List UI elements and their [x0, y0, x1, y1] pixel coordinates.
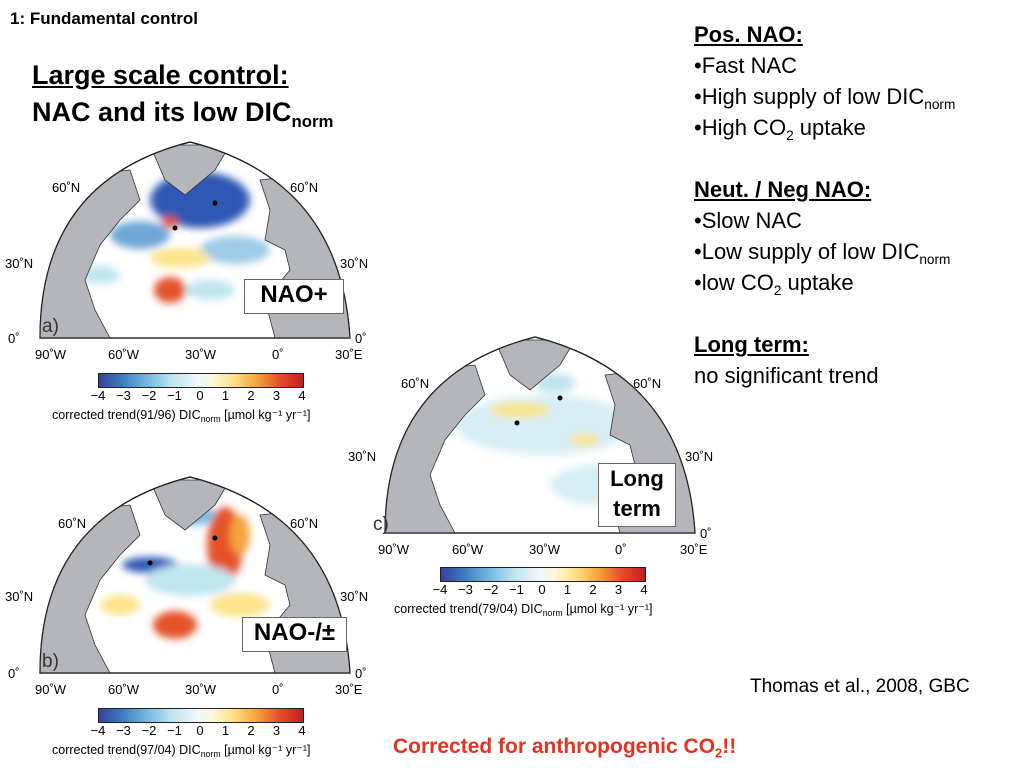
lat-label-60n-right: 60˚N	[633, 376, 661, 391]
colorbar-tick: −2	[141, 388, 157, 403]
lat-label-60n-right: 60˚N	[290, 180, 318, 195]
lon-label-30e: 30˚E	[680, 542, 708, 557]
colorbar-tick: −2	[483, 582, 499, 597]
colorbar-tick: 3	[614, 582, 623, 597]
lon-label-0: 0˚	[615, 542, 627, 557]
lon-label-60w: 60˚W	[108, 347, 140, 362]
slide-title: Large scale control: NAC and its low DIC…	[32, 57, 333, 131]
colorbar-tick: 1	[221, 723, 230, 738]
colorbar-tick: 3	[272, 723, 281, 738]
lon-label-90w: 90˚W	[35, 347, 67, 362]
map-panel-b: 60˚N 30˚N 0˚ 60˚N 30˚N 0˚ 90˚W 60˚W 30˚W…	[5, 476, 368, 697]
lon-label-90w: 90˚W	[378, 542, 410, 557]
tag-nao-minus: NAO-/±	[242, 617, 347, 652]
notes-item: no significant trend	[694, 363, 879, 388]
notes-item: •Slow NAC	[694, 208, 802, 233]
colorbar-gradient	[98, 708, 304, 723]
lat-label-0-right: 0˚	[355, 331, 367, 346]
lat-label-60n-left: 60˚N	[52, 180, 80, 195]
lon-label-0: 0˚	[272, 682, 284, 697]
colorbar-tick: 1	[221, 388, 230, 403]
colorbar-tick: 2	[247, 388, 255, 403]
colorbar-tick: −3	[116, 723, 131, 738]
lat-label-30n-left: 30˚N	[5, 256, 33, 271]
panel-letter-c: c)	[373, 514, 389, 535]
colorbar-tick: −4	[90, 388, 106, 403]
lat-label-30n-right: 30˚N	[685, 449, 713, 464]
notes-item: •High CO2 uptake	[694, 115, 866, 143]
colorbar-tick: 2	[589, 582, 597, 597]
notes-panel: Pos. NAO: •Fast NAC •High supply of low …	[694, 19, 955, 391]
map-panel-a: 60˚N 30˚N 0˚ 60˚N 30˚N 0˚ 90˚W 60˚W 30˚W…	[5, 141, 368, 362]
colorbar-gradient	[98, 373, 304, 388]
colorbar-tick: −3	[458, 582, 473, 597]
colorbar-tick: 2	[247, 723, 255, 738]
lat-label-30n-left: 30˚N	[348, 449, 376, 464]
colorbar-tick: 4	[640, 582, 648, 597]
lon-label-30w: 30˚W	[529, 542, 561, 557]
colorbar-tick: 0	[538, 582, 546, 597]
colorbar-tick: −3	[116, 388, 131, 403]
lon-label-90w: 90˚W	[35, 682, 67, 697]
colorbar-tick: 4	[298, 388, 306, 403]
notes-heading-neg-nao: Neut. / Neg NAO:	[694, 177, 872, 202]
lat-label-0-left: 0˚	[8, 331, 20, 346]
notes-item: •High supply of low DICnorm	[694, 84, 956, 112]
colorbar-tick: 3	[272, 388, 281, 403]
tag-long-term-line-2: term	[613, 496, 661, 521]
colorbar-caption-c: corrected trend(79/04) DICnorm [µmol kg⁻…	[394, 602, 653, 619]
colorbar-tick: 0	[196, 388, 204, 403]
lat-label-60n-left: 60˚N	[58, 516, 86, 531]
tag-long-term-line-1: Long	[610, 466, 664, 491]
lat-label-30n-right: 30˚N	[340, 256, 368, 271]
lat-label-60n-right: 60˚N	[290, 516, 318, 531]
colorbar-tick: −2	[141, 723, 157, 738]
lon-label-30e: 30˚E	[335, 682, 363, 697]
notes-item: •Low supply of low DICnorm	[694, 239, 951, 267]
colorbar-tick: −4	[90, 723, 106, 738]
colorbar-caption-b: corrected trend(97/04) DICnorm [µmol kg⁻…	[52, 743, 311, 760]
title-line-1: Large scale control:	[32, 60, 289, 90]
panel-letter-a: a)	[42, 316, 59, 337]
notes-heading-long-term: Long term:	[694, 332, 809, 357]
lat-label-0-left: 0˚	[8, 666, 20, 681]
colorbar-tick: −1	[509, 582, 524, 597]
colorbar-tick: 4	[298, 723, 306, 738]
lat-label-30n-right: 30˚N	[340, 589, 368, 604]
lat-label-0-right: 0˚	[700, 526, 712, 541]
lon-label-60w: 60˚W	[452, 542, 484, 557]
lon-label-60w: 60˚W	[108, 682, 140, 697]
colorbar-tick: 1	[563, 582, 572, 597]
lon-label-30e: 30˚E	[335, 347, 363, 362]
colorbar-tick: 0	[196, 723, 204, 738]
notes-item: •Fast NAC	[694, 53, 798, 78]
lat-label-0-right: 0˚	[355, 666, 367, 681]
lat-label-60n-left: 60˚N	[401, 376, 429, 391]
notes-heading-pos-nao: Pos. NAO:	[694, 22, 803, 47]
colorbar-tick: −1	[167, 388, 182, 403]
citation: Thomas et al., 2008, GBC	[750, 676, 970, 697]
lon-label-0: 0˚	[272, 347, 284, 362]
section-label: 1: Fundamental control	[10, 9, 198, 28]
lon-label-30w: 30˚W	[185, 347, 217, 362]
colorbar-tick: −4	[432, 582, 448, 597]
colorbar-caption-a: corrected trend(91/96) DICnorm [µmol kg⁻…	[52, 408, 311, 425]
tag-long-term: Long term	[598, 463, 676, 527]
lon-label-30w: 30˚W	[185, 682, 217, 697]
lat-label-30n-left: 30˚N	[5, 589, 33, 604]
colorbar-gradient	[440, 567, 646, 582]
colorbar-tick: −1	[167, 723, 182, 738]
notes-item: •low CO2 uptake	[694, 270, 854, 298]
footer-note: Corrected for anthropogenic CO2!!	[393, 735, 737, 761]
title-line-2: NAC and its low DICnorm	[32, 97, 334, 131]
tag-nao-plus: NAO+	[244, 279, 344, 314]
panel-letter-b: b)	[42, 651, 59, 672]
